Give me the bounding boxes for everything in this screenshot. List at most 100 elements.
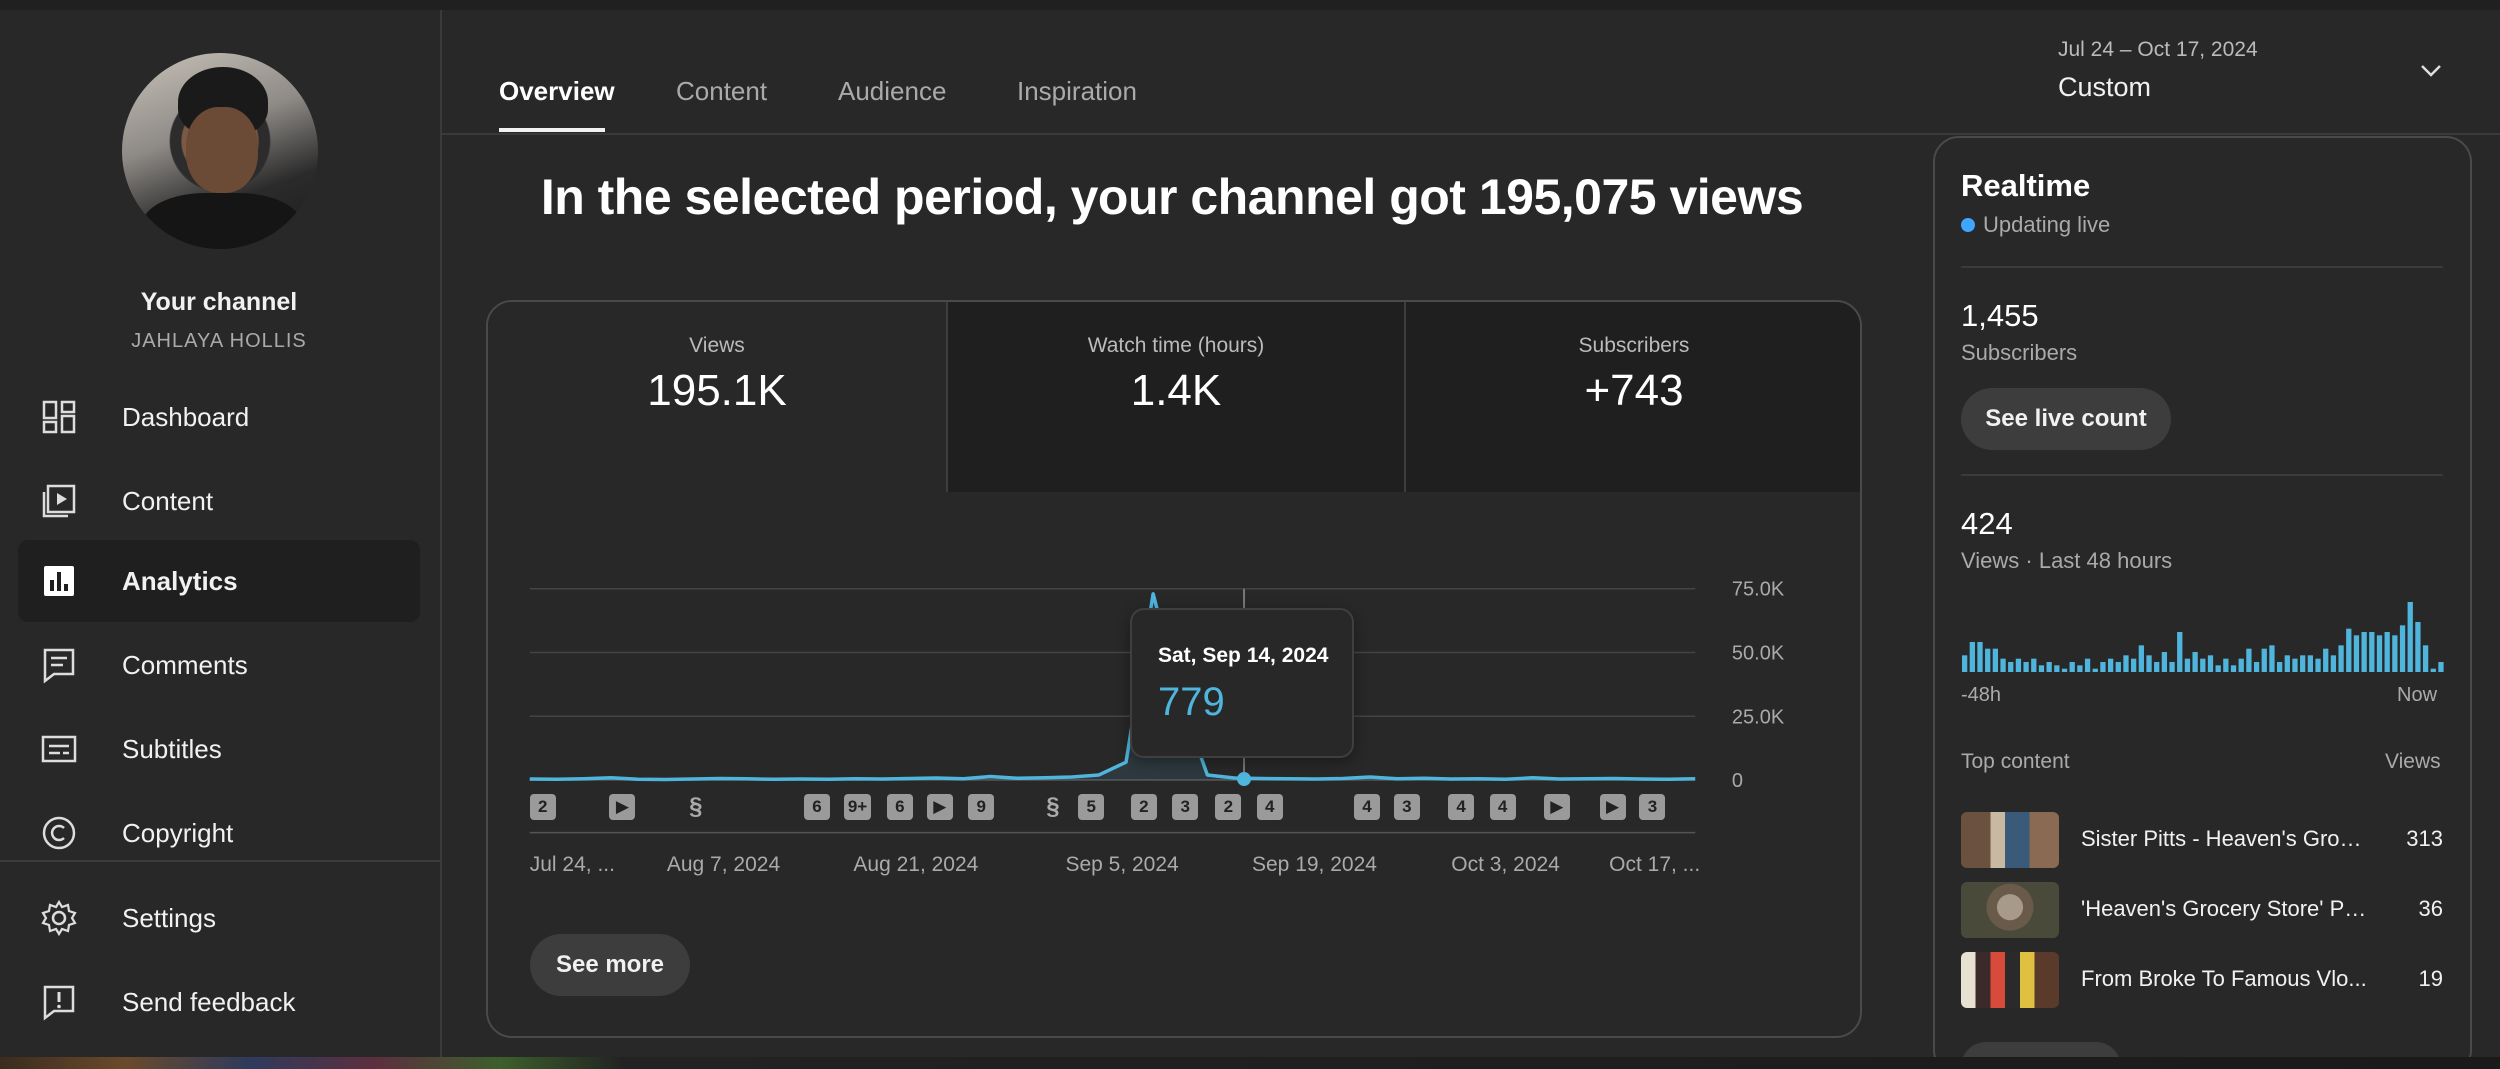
- upload-count-marker[interactable]: 4: [1354, 794, 1381, 821]
- realtime-bar: [2107, 658, 2114, 672]
- x-tick-label: Sep 19, 2024: [1252, 853, 1377, 876]
- hover-point: [1237, 772, 1252, 787]
- realtime-bar: [2192, 652, 2198, 672]
- upload-count-marker[interactable]: 3: [1172, 794, 1199, 821]
- date-range-picker[interactable]: Jul 24 – Oct 17, 2024 Custom: [2058, 38, 2258, 103]
- dashboard-icon: [42, 400, 76, 434]
- realtime-bar: [2253, 662, 2260, 672]
- video-title: From Broke To Famous Vlo...: [2081, 966, 2367, 991]
- upload-count-marker[interactable]: 2: [529, 794, 556, 821]
- realtime-bar: [1992, 648, 1999, 672]
- realtime-bar: [2200, 658, 2206, 672]
- upload-count-marker[interactable]: 4: [1489, 794, 1516, 821]
- upload-count-marker[interactable]: 6: [803, 794, 830, 821]
- views-line-chart[interactable]: 75.0K 50.0K 25.0K 0 Jul 24, ... Aug 7, 2024 Au…: [488, 302, 1862, 1038]
- video-title: Sister Pitts - Heaven's Grocery Store: [2081, 826, 2371, 851]
- realtime-bar: [2131, 658, 2137, 672]
- tab-inspiration[interactable]: Inspiration: [1017, 76, 1137, 106]
- top-content-row[interactable]: 'Heaven's Grocery Store' Po... 36: [1961, 882, 2443, 938]
- video-views: 19: [2418, 966, 2443, 991]
- sidebar-item-settings[interactable]: Settings: [18, 877, 420, 959]
- live-dot-icon: [1961, 218, 1975, 232]
- tab-audience[interactable]: Audience: [838, 76, 947, 106]
- x-tick-label: Oct 17, ...: [1609, 853, 1700, 876]
- tab-overview[interactable]: Overview: [499, 76, 615, 106]
- subtitles-icon: [41, 735, 77, 763]
- top-content-row[interactable]: From Broke To Famous Vlo... 19: [1961, 952, 2443, 1008]
- realtime-bar: [2292, 658, 2298, 672]
- y-tick-label: 25.0K: [1732, 706, 1785, 728]
- channel-title: Your channel: [140, 288, 298, 316]
- tabs-divider: [442, 133, 2500, 135]
- metric-tab-views[interactable]: Views 195.1K: [488, 302, 946, 492]
- video-views: 313: [2406, 826, 2443, 851]
- sidebar-item-dashboard[interactable]: Dashboard: [18, 376, 420, 458]
- upload-count-marker[interactable]: 2: [1130, 794, 1157, 821]
- sidebar-item-content[interactable]: Content: [18, 460, 420, 542]
- top-content-views-heading: Views: [2385, 750, 2441, 773]
- upload-count-marker[interactable]: 3: [1393, 794, 1420, 821]
- y-tick-label: 0: [1732, 770, 1743, 792]
- sidebar-item-comments[interactable]: Comments: [18, 624, 420, 706]
- realtime-views-count: 424: [1961, 506, 2013, 541]
- sidebar-item-copyright[interactable]: Copyright: [18, 792, 420, 874]
- realtime-status-text: Updating live: [1983, 212, 2111, 237]
- upload-count-marker[interactable]: 5: [1078, 794, 1105, 821]
- video-upload-marker-icon[interactable]: ▶: [1543, 794, 1570, 821]
- realtime-bar: [2246, 648, 2252, 672]
- tab-content[interactable]: Content: [676, 76, 768, 106]
- sidebar-item-label: Send feedback: [122, 986, 296, 1017]
- realtime-bar: [2161, 652, 2168, 672]
- date-range-text: Jul 24 – Oct 17, 2024: [2058, 38, 2258, 61]
- sidebar-item-subtitles[interactable]: Subtitles: [18, 708, 420, 790]
- x-tick-label: Oct 3, 2024: [1451, 853, 1560, 876]
- realtime-bar: [2015, 658, 2022, 672]
- realtime-bar-chart[interactable]: [1961, 598, 2445, 672]
- sidebar-item-analytics[interactable]: Analytics: [18, 540, 420, 622]
- realtime-bar: [2269, 645, 2275, 672]
- top-edge: [0, 0, 2500, 10]
- realtime-bar: [1962, 655, 1968, 672]
- video-views: 36: [2418, 896, 2443, 921]
- realtime-bar: [2276, 662, 2283, 672]
- shorts-upload-marker-icon[interactable]: §: [689, 793, 703, 821]
- spark-axis-start: -48h: [1961, 684, 2002, 706]
- video-thumbnail: [1961, 812, 2059, 868]
- upload-count-marker[interactable]: 9+: [843, 794, 872, 821]
- video-upload-marker-icon[interactable]: ▶: [1599, 794, 1626, 821]
- see-more-button[interactable]: See more: [530, 934, 690, 996]
- upload-count-marker[interactable]: 4: [1448, 794, 1475, 821]
- chart-tooltip: Sat, Sep 14, 2024 779: [1130, 608, 1354, 758]
- x-tick-label: Sep 5, 2024: [1065, 853, 1179, 876]
- sidebar-item-label: Settings: [122, 902, 216, 933]
- see-live-count-button[interactable]: See live count: [1961, 388, 2171, 450]
- realtime-bar: [2376, 635, 2383, 672]
- chevron-down-icon[interactable]: [2418, 58, 2444, 84]
- overview-card: Views 195.1K Watch time (hours) 1.4K Sub…: [486, 300, 1862, 1038]
- sidebar-item-send-feedback[interactable]: Send feedback: [18, 961, 420, 1043]
- series-area: [529, 593, 1696, 781]
- avatar[interactable]: [122, 53, 318, 249]
- upload-count-marker[interactable]: 4: [1256, 794, 1283, 821]
- shorts-upload-marker-icon[interactable]: §: [1046, 793, 1060, 821]
- realtime-bar: [2054, 665, 2060, 672]
- divider: [1961, 266, 2443, 268]
- upload-count-marker[interactable]: 2: [1215, 794, 1242, 821]
- realtime-bar: [2038, 665, 2045, 672]
- subscribers-count: 1,455: [1961, 298, 2039, 333]
- metric-tab-watch-time[interactable]: Watch time (hours) 1.4K: [946, 302, 1404, 492]
- divider: [1961, 474, 2443, 476]
- realtime-bar: [2361, 632, 2367, 672]
- tab-active-underline: [499, 128, 605, 132]
- upload-count-marker[interactable]: 6: [886, 794, 913, 821]
- metric-tab-subscribers[interactable]: Subscribers +743: [1404, 302, 1860, 492]
- top-content-row[interactable]: Sister Pitts - Heaven's Grocery Store 31…: [1961, 812, 2443, 868]
- realtime-bar: [2115, 662, 2121, 672]
- video-upload-marker-icon[interactable]: ▶: [609, 794, 636, 821]
- upload-count-marker[interactable]: 3: [1639, 794, 1666, 821]
- upload-count-marker[interactable]: 9: [968, 794, 995, 821]
- series-line-views[interactable]: [529, 592, 1696, 782]
- page-headline: In the selected period, your channel got…: [540, 169, 1804, 225]
- video-upload-marker-icon[interactable]: ▶: [926, 794, 953, 821]
- realtime-bar: [2284, 655, 2290, 672]
